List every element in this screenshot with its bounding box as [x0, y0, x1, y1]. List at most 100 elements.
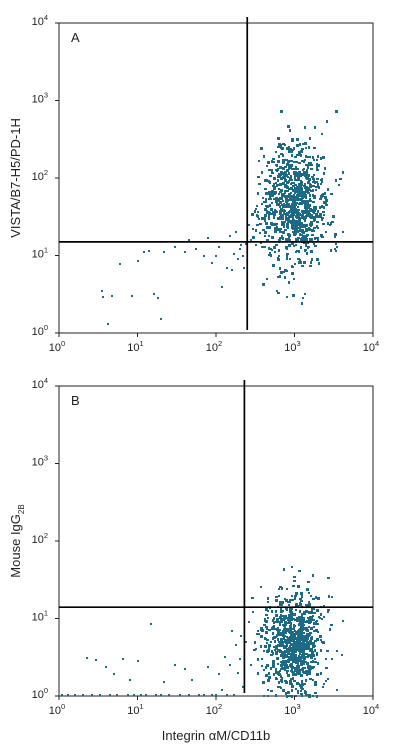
cluster-point: [310, 611, 313, 613]
cluster-point: [297, 178, 300, 181]
cluster-point: [275, 651, 278, 653]
cluster-point: [316, 237, 318, 239]
cluster-point: [316, 623, 319, 625]
cluster-point: [310, 650, 313, 652]
cluster-point: [296, 638, 298, 641]
cluster-point: [301, 225, 303, 227]
cluster-point: [268, 214, 270, 217]
cluster-point: [314, 126, 316, 129]
data-point: [107, 323, 109, 325]
cluster-point: [308, 618, 311, 621]
cluster-point: [295, 673, 297, 676]
cluster-point: [325, 680, 327, 682]
cluster-point: [284, 651, 286, 653]
cluster-point: [281, 235, 283, 238]
cluster-point: [296, 665, 299, 667]
cluster-point: [262, 229, 265, 231]
cluster-point: [315, 213, 318, 216]
cluster-point: [299, 153, 301, 156]
cluster-point: [310, 221, 313, 224]
cluster-point: [286, 608, 288, 611]
cluster-point: [308, 592, 310, 594]
cluster-point: [251, 597, 254, 599]
cluster-point: [301, 644, 303, 646]
cluster-point: [299, 653, 301, 655]
cluster-point: [281, 214, 284, 217]
cluster-point: [265, 205, 268, 207]
cluster-point: [304, 293, 306, 295]
data-point: [188, 694, 190, 696]
cluster-point: [291, 668, 293, 671]
cluster-point: [282, 143, 285, 145]
cluster-point: [287, 238, 290, 241]
cluster-point: [280, 687, 282, 689]
cluster-point: [276, 635, 278, 637]
cluster-point: [325, 199, 328, 202]
cluster-point: [278, 173, 281, 176]
data-point: [215, 255, 217, 257]
cluster-point: [264, 179, 266, 182]
cluster-point: [307, 234, 309, 236]
cluster-point: [275, 610, 277, 613]
cluster-point: [303, 648, 305, 651]
cluster-point: [316, 163, 318, 166]
data-point: [163, 251, 165, 253]
data-point: [226, 694, 228, 696]
data-point: [111, 295, 113, 297]
cluster-point: [289, 599, 292, 601]
y-tick-exponent: 4: [44, 376, 48, 385]
cluster-point: [299, 162, 301, 164]
cluster-point: [282, 161, 285, 164]
cluster-point: [303, 191, 306, 194]
cluster-point: [285, 201, 288, 203]
cluster-point: [293, 161, 296, 163]
data-point: [239, 658, 241, 660]
cluster-point: [304, 661, 307, 663]
cluster-point: [291, 657, 294, 660]
cluster-point: [304, 218, 306, 221]
cluster-point: [256, 224, 259, 226]
cluster-point: [268, 198, 270, 200]
cluster-point: [307, 167, 309, 169]
cluster-point: [282, 172, 284, 175]
cluster-point: [290, 197, 292, 199]
cluster-point: [271, 650, 273, 653]
cluster-point: [280, 608, 282, 611]
cluster-point: [280, 611, 283, 613]
cluster-point: [265, 631, 268, 634]
cluster-point: [282, 660, 285, 662]
data-point: [140, 694, 142, 696]
cluster-point: [291, 224, 294, 227]
cluster-point: [272, 619, 274, 622]
x-tick-label: 102: [206, 702, 222, 717]
cluster-point: [289, 639, 291, 642]
cluster-point: [321, 133, 323, 135]
cluster-point: [301, 265, 304, 267]
cluster-point: [298, 657, 300, 659]
cluster-point: [283, 663, 285, 665]
cluster-point: [325, 658, 327, 660]
cluster-point: [267, 601, 269, 603]
cluster-point: [290, 678, 292, 680]
cluster-point: [310, 168, 313, 170]
cluster-point: [330, 193, 333, 195]
cluster-point: [298, 616, 301, 619]
cluster-point: [285, 215, 287, 218]
cluster-point: [309, 616, 312, 618]
cluster-point: [308, 665, 311, 668]
data-point: [160, 694, 162, 696]
cluster-point: [269, 175, 272, 177]
cluster-point: [287, 190, 289, 192]
cluster-point: [329, 628, 331, 631]
cluster-point: [339, 178, 342, 180]
cluster-point: [288, 649, 291, 651]
cluster-point: [289, 658, 292, 661]
data-point: [203, 694, 205, 696]
cluster-point: [291, 685, 294, 688]
cluster-point: [305, 207, 307, 209]
cluster-point: [314, 645, 316, 647]
cluster-point: [286, 648, 288, 651]
cluster-point: [295, 225, 298, 228]
data-point: [255, 648, 257, 650]
cluster-point: [268, 629, 271, 631]
